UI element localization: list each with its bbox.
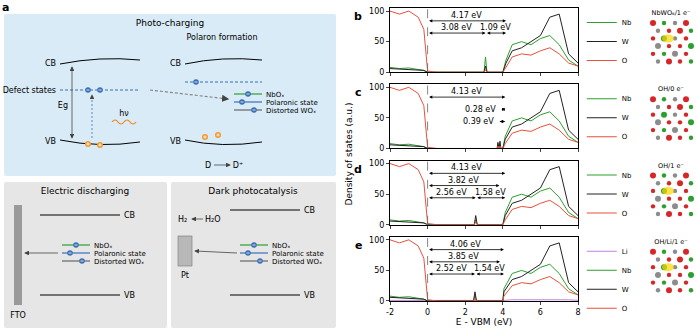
svg-text:NbOₓ: NbOₓ <box>94 242 112 250</box>
svg-text:CB: CB <box>45 59 56 68</box>
svg-text:Li: Li <box>622 248 628 256</box>
svg-text:0: 0 <box>379 297 384 306</box>
svg-text:1.58 eV: 1.58 eV <box>475 188 506 197</box>
svg-text:Electric discharging: Electric discharging <box>41 186 129 196</box>
svg-text:0: 0 <box>379 144 384 153</box>
svg-text:Polaronic state: Polaronic state <box>272 250 324 258</box>
svg-text:E - VBM (eV): E - VBM (eV) <box>456 317 512 327</box>
svg-text:50: 50 <box>374 37 384 46</box>
svg-text:hν: hν <box>119 109 129 118</box>
svg-text:W: W <box>622 38 629 46</box>
svg-text:2: 2 <box>463 308 468 317</box>
svg-text:3.82 eV: 3.82 eV <box>448 176 479 185</box>
svg-text:0.28 eV: 0.28 eV <box>465 105 496 114</box>
svg-text:6: 6 <box>538 308 543 317</box>
svg-text:50: 50 <box>374 114 384 123</box>
svg-text:O: O <box>622 57 628 65</box>
svg-text:8: 8 <box>575 308 580 317</box>
svg-text:a: a <box>2 1 9 14</box>
svg-text:Photo-charging: Photo-charging <box>136 18 204 28</box>
svg-text:VB: VB <box>304 291 315 300</box>
svg-text:D: D <box>205 161 211 170</box>
svg-text:e: e <box>355 239 362 252</box>
svg-text:b: b <box>354 10 362 23</box>
svg-text:O: O <box>622 133 628 141</box>
svg-text:Nb: Nb <box>622 267 632 275</box>
svg-text:VB: VB <box>124 291 135 300</box>
svg-text:H₂O: H₂O <box>205 215 221 224</box>
svg-text:Dark photocatalysis: Dark photocatalysis <box>208 186 298 196</box>
svg-text:100: 100 <box>369 159 384 168</box>
svg-text:CB: CB <box>170 59 181 68</box>
svg-text:O: O <box>622 210 628 218</box>
svg-text:Pt: Pt <box>181 271 189 280</box>
svg-text:NbWO₆/1 e⁻: NbWO₆/1 e⁻ <box>652 9 691 17</box>
svg-text:c: c <box>355 86 362 99</box>
svg-text:4.13 eV: 4.13 eV <box>451 87 482 96</box>
svg-text:Density of states (a.u.): Density of states (a.u.) <box>344 103 354 206</box>
svg-text:NbOₓ: NbOₓ <box>266 91 284 99</box>
svg-text:O: O <box>622 305 628 313</box>
svg-text:4.13 eV: 4.13 eV <box>451 163 482 172</box>
svg-text:VB: VB <box>45 137 56 146</box>
svg-text:3.85 eV: 3.85 eV <box>448 252 479 261</box>
svg-text:50: 50 <box>374 266 384 275</box>
svg-text:FTO: FTO <box>10 311 26 320</box>
svg-text:Distorted WOₓ: Distorted WOₓ <box>272 258 322 266</box>
svg-text:100: 100 <box>369 236 384 245</box>
svg-text:Polaronic state: Polaronic state <box>266 99 318 107</box>
svg-text:OH/1 e⁻: OH/1 e⁻ <box>658 162 684 170</box>
svg-text:d: d <box>354 163 362 176</box>
svg-text:1.09 eV: 1.09 eV <box>480 23 511 32</box>
svg-text:0: 0 <box>425 308 430 317</box>
svg-text:2.56 eV: 2.56 eV <box>436 188 467 197</box>
svg-text:Distorted WOₓ: Distorted WOₓ <box>266 107 316 115</box>
svg-text:2.52 eV: 2.52 eV <box>436 264 467 273</box>
svg-text:OH/0 e⁻: OH/0 e⁻ <box>658 85 684 93</box>
svg-text:OH/Li/1 e⁻: OH/Li/1 e⁻ <box>654 238 687 246</box>
svg-text:W: W <box>622 191 629 199</box>
svg-text:Polaron formation: Polaron formation <box>186 33 257 42</box>
svg-text:0.39 eV: 0.39 eV <box>463 117 494 126</box>
svg-text:Nb: Nb <box>622 172 632 180</box>
svg-text:Distorted WOₓ: Distorted WOₓ <box>94 258 144 266</box>
svg-text:0: 0 <box>379 68 384 77</box>
svg-text:4.17 eV: 4.17 eV <box>451 11 482 20</box>
svg-text:Polaronic state: Polaronic state <box>94 250 146 258</box>
svg-text:W: W <box>622 286 629 294</box>
svg-text:1.54 eV: 1.54 eV <box>474 264 505 273</box>
svg-text:Nb: Nb <box>622 19 632 27</box>
svg-text:Nb: Nb <box>622 95 632 103</box>
svg-text:100: 100 <box>369 7 384 16</box>
svg-text:H₂: H₂ <box>178 215 187 224</box>
svg-text:0: 0 <box>379 221 384 230</box>
svg-text:100: 100 <box>369 83 384 92</box>
svg-text:50: 50 <box>374 190 384 199</box>
svg-text:VB: VB <box>170 137 181 146</box>
svg-text:CB: CB <box>304 206 315 215</box>
svg-text:W: W <box>622 114 629 122</box>
svg-text:Defect states: Defect states <box>3 86 56 95</box>
svg-text:4.06 eV: 4.06 eV <box>450 240 481 249</box>
svg-text:NbOₓ: NbOₓ <box>272 242 290 250</box>
svg-text:4: 4 <box>500 308 505 317</box>
svg-text:D⁺: D⁺ <box>233 161 243 170</box>
svg-text:Eg: Eg <box>58 101 68 110</box>
svg-text:3.08 eV: 3.08 eV <box>441 23 472 32</box>
svg-text:-2: -2 <box>386 308 394 317</box>
svg-text:CB: CB <box>124 211 135 220</box>
